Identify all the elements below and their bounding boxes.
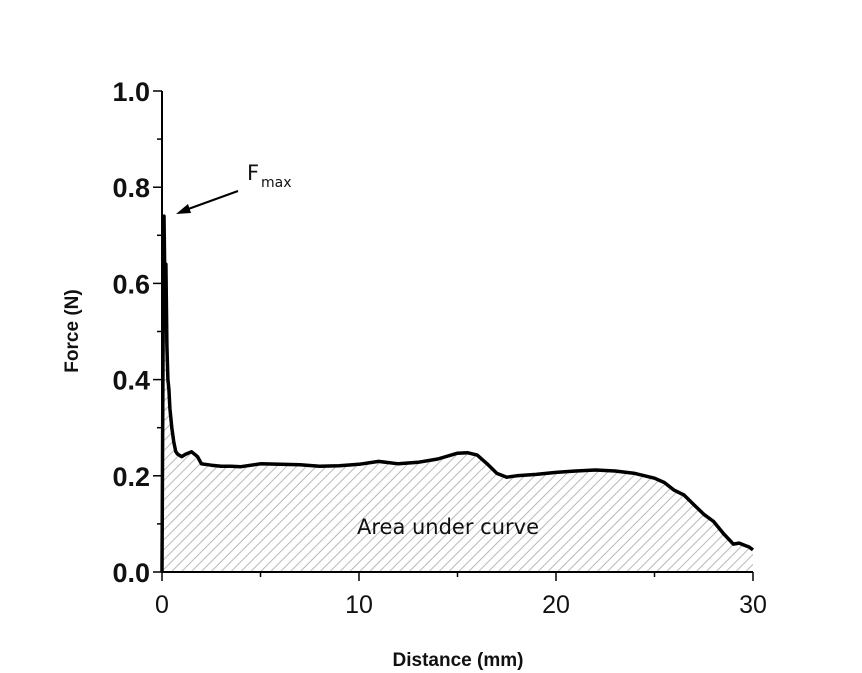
y-tick-label: 0.6 (112, 269, 150, 299)
tick-labels: 0.0 0.2 0.4 0.6 0.8 1.0 0 10 20 30 (112, 77, 766, 619)
x-axis-label: Distance (mm) (393, 650, 524, 671)
fmax-annotation: F max (176, 161, 292, 214)
x-tick-label: 20 (542, 591, 570, 619)
y-tick-label: 0.0 (112, 558, 150, 588)
x-tick-label: 0 (155, 591, 169, 619)
fmax-label-main: F (247, 161, 259, 185)
y-tick-label: 0.4 (112, 366, 150, 396)
fmax-arrow-shaft (179, 190, 239, 213)
fmax-label-sub: max (261, 175, 292, 191)
y-tick-label: 0.8 (112, 173, 150, 203)
area-fill-path (162, 216, 753, 572)
axes (153, 90, 754, 581)
x-tick-label: 30 (739, 591, 767, 619)
series-line (160, 214, 755, 573)
series-line-layer (160, 214, 755, 573)
area-label: Area under curve (357, 515, 539, 539)
y-tick-label: 0.2 (112, 462, 150, 492)
y-axis-label: Force (N) (62, 289, 83, 372)
area-under-curve-fill (162, 216, 753, 572)
y-tick-label: 1.0 (112, 77, 150, 107)
x-tick-label: 10 (345, 591, 373, 619)
fmax-arrow-head (176, 204, 191, 214)
